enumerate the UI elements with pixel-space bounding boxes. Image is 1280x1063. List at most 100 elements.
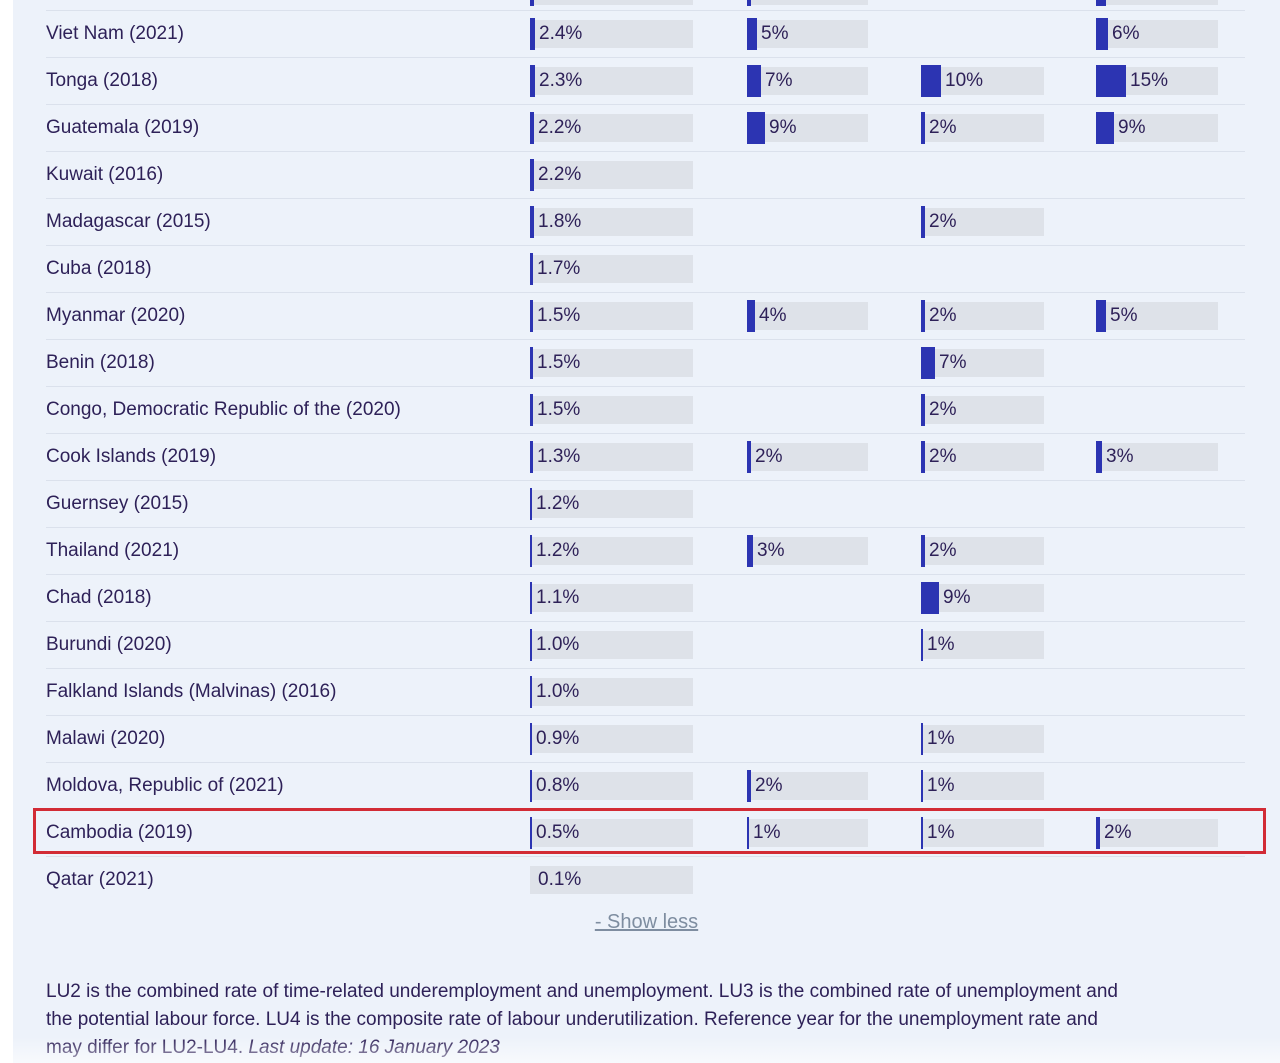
table-row: Kuwait (2016) 2.2% bbox=[46, 151, 1245, 198]
bar-fill bbox=[921, 346, 935, 379]
bar-fill bbox=[921, 64, 941, 97]
bar-value-label: 1.2% bbox=[536, 492, 580, 514]
table-row: Benin (2018) 1.5% 7% bbox=[46, 339, 1245, 386]
bar-track: 2.4% bbox=[530, 17, 693, 50]
country-label: Cambodia (2019) bbox=[46, 822, 193, 843]
show-less-wrap: - Show less bbox=[13, 911, 1280, 943]
bar-track: 4% bbox=[747, 299, 868, 332]
bar-fill bbox=[921, 628, 923, 661]
bar-cell: 5% bbox=[747, 11, 868, 58]
bar-fill bbox=[747, 111, 765, 144]
bar-fill bbox=[921, 440, 925, 473]
bar-fill bbox=[921, 816, 923, 849]
bar-track: 10% bbox=[921, 64, 1044, 97]
previous-row-partial bbox=[13, 0, 1280, 10]
footnote-line-2: the potential labour force. LU4 is the c… bbox=[46, 1009, 1098, 1030]
chart-panel: Viet Nam (2021) 2.4% 5% 6% Tonga (2018) 2.3% 7… bbox=[13, 0, 1280, 1063]
bar-value-label: 2% bbox=[929, 398, 957, 420]
bar-cell: 2% bbox=[921, 528, 1044, 575]
country-label: Viet Nam (2021) bbox=[46, 23, 184, 44]
bar-track: 0.9% bbox=[530, 722, 693, 755]
bar-cell: 1% bbox=[921, 763, 1044, 810]
country-label: Cuba (2018) bbox=[46, 258, 152, 279]
bar-value-label: 5% bbox=[1110, 304, 1138, 326]
table-row: Chad (2018) 1.1% 9% bbox=[46, 574, 1245, 621]
bar-value-label: 1% bbox=[927, 774, 955, 796]
bar-cell: 2.4% bbox=[530, 11, 693, 58]
bar-track: 9% bbox=[921, 581, 1044, 614]
country-label: Guernsey (2015) bbox=[46, 493, 189, 514]
bar-cell: 2% bbox=[921, 293, 1044, 340]
bar-fill bbox=[530, 581, 532, 614]
bar-fill bbox=[747, 769, 751, 802]
bar-fill bbox=[921, 299, 925, 332]
bar-fill bbox=[747, 440, 751, 473]
country-label: Falkland Islands (Malvinas) (2016) bbox=[46, 681, 337, 702]
bar-fill bbox=[1096, 17, 1108, 50]
bar-cell bbox=[921, 246, 1044, 293]
bar-cell bbox=[1096, 199, 1218, 246]
bar-fill bbox=[530, 205, 534, 238]
bar-value-label: 1.1% bbox=[536, 586, 580, 608]
table-row: Moldova, Republic of (2021) 0.8% 2% 1% bbox=[46, 762, 1245, 809]
bar-track: 1.5% bbox=[530, 299, 693, 332]
bar-value-label: 2% bbox=[929, 539, 957, 561]
bar-cell: 1% bbox=[921, 716, 1044, 763]
country-label: Myanmar (2020) bbox=[46, 305, 186, 326]
bar-value-label: 7% bbox=[939, 351, 967, 373]
bar-value-label: 5% bbox=[761, 22, 789, 44]
bar-cell bbox=[1096, 669, 1218, 716]
bar-cell: 1.1% bbox=[530, 575, 693, 622]
bar-track: 2.2% bbox=[530, 158, 693, 191]
bar-fill bbox=[1096, 299, 1106, 332]
bar-fill bbox=[530, 440, 533, 473]
country-label: Kuwait (2016) bbox=[46, 164, 164, 185]
bar-value-label: 1% bbox=[927, 633, 955, 655]
bar-cell: 1.5% bbox=[530, 340, 693, 387]
partial-bar-track bbox=[1096, 0, 1218, 5]
bar-fill bbox=[921, 534, 925, 567]
table-row: Cambodia (2019) 0.5% 1% 1% 2% bbox=[33, 808, 1266, 856]
bar-fill bbox=[747, 64, 761, 97]
bar-cell: 1.0% bbox=[530, 622, 693, 669]
bar-track: 2.2% bbox=[530, 111, 693, 144]
bar-cell bbox=[747, 152, 868, 199]
table-row: Guatemala (2019) 2.2% 9% 2% 9% bbox=[46, 104, 1245, 151]
bar-value-label: 0.5% bbox=[536, 821, 580, 843]
bar-track: 2.3% bbox=[530, 64, 693, 97]
bar-track: 5% bbox=[747, 17, 868, 50]
bar-track: 1% bbox=[921, 628, 1044, 661]
bar-value-label: 9% bbox=[769, 116, 797, 138]
bar-fill bbox=[1096, 64, 1126, 97]
bar-value-label: 2% bbox=[929, 210, 957, 232]
bar-cell bbox=[1096, 340, 1218, 387]
bar-fill bbox=[530, 64, 535, 97]
bar-fill bbox=[530, 534, 532, 567]
bar-value-label: 1.2% bbox=[536, 539, 580, 561]
bar-cell: 1.2% bbox=[530, 481, 693, 528]
table-row: Cook Islands (2019) 1.3% 2% 2% 3% bbox=[46, 433, 1245, 480]
footnote-line-3-text: may differ for LU2-LU4. bbox=[46, 1037, 249, 1058]
country-label: Congo, Democratic Republic of the (2020) bbox=[46, 399, 401, 420]
bar-cell: 1.3% bbox=[530, 434, 693, 481]
bar-track: 1.5% bbox=[530, 393, 693, 426]
bar-value-label: 1.7% bbox=[537, 257, 581, 279]
bar-cell bbox=[747, 857, 868, 904]
bar-value-label: 2.4% bbox=[539, 22, 583, 44]
bar-track: 0.1% bbox=[530, 865, 693, 894]
bar-cell bbox=[1096, 387, 1218, 434]
country-label: Burundi (2020) bbox=[46, 634, 172, 655]
bar-track: 1.2% bbox=[530, 534, 693, 567]
bar-value-label: 2% bbox=[755, 445, 783, 467]
bar-fill bbox=[530, 17, 535, 50]
bar-value-label: 1.3% bbox=[537, 445, 581, 467]
partial-bar-fill bbox=[1096, 0, 1106, 6]
bar-value-label: 1% bbox=[753, 821, 781, 843]
bar-cell: 9% bbox=[921, 575, 1044, 622]
bar-track: 1.8% bbox=[530, 205, 693, 238]
bar-fill bbox=[530, 628, 532, 661]
show-less-link[interactable]: - Show less bbox=[594, 911, 699, 933]
bar-cell bbox=[747, 622, 868, 669]
bar-track: 2% bbox=[1096, 816, 1218, 849]
bar-cell: 1.2% bbox=[530, 528, 693, 575]
